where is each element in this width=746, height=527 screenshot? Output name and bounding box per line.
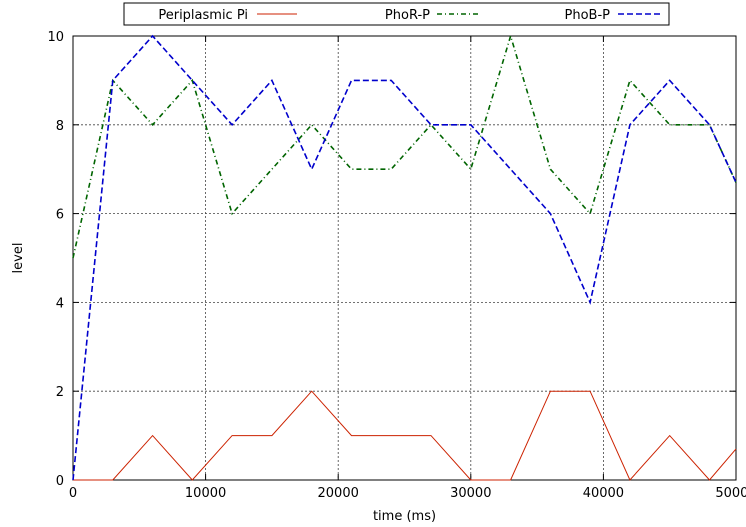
x-tick-label: 20000 <box>318 486 359 501</box>
legend-label-1: Periplasmic Pi <box>158 8 248 23</box>
y-tick-label: 4 <box>56 296 64 311</box>
y-tick-label: 10 <box>47 30 64 45</box>
y-tick-label: 2 <box>56 385 64 400</box>
x-tick-label: 10000 <box>185 486 226 501</box>
y-axis-label: level <box>11 243 26 274</box>
plot-area <box>72 35 737 481</box>
legend-label-2: PhoR-P <box>385 8 430 23</box>
y-tick-label: 0 <box>56 474 64 489</box>
x-tick-label: 40000 <box>583 486 624 501</box>
series-line-1 <box>73 390 737 481</box>
x-tick-label: 0 <box>69 486 77 501</box>
legend-items: Periplasmic Pi PhoR-P PhoB-P <box>158 8 663 23</box>
legend-label-3: PhoB-P <box>565 8 611 23</box>
x-axis-label: time (ms) <box>373 509 436 524</box>
legend-box <box>123 2 670 26</box>
series-line-3 <box>72 34 737 481</box>
y-tick-label: 8 <box>56 119 64 134</box>
grid <box>73 36 736 480</box>
y-tick-label: 6 <box>56 208 64 223</box>
series-line-2 <box>72 33 737 259</box>
legend: Periplasmic Pi PhoR-P PhoB-P <box>123 2 670 26</box>
series-lines <box>72 33 737 481</box>
x-tick-label: 30000 <box>450 486 491 501</box>
